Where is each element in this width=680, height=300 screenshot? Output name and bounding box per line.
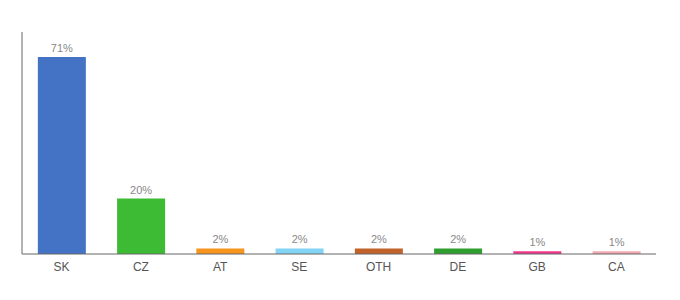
svg-text:2%: 2% (212, 233, 228, 245)
svg-text:2%: 2% (450, 233, 466, 245)
svg-text:DE: DE (450, 260, 467, 274)
svg-text:AT: AT (213, 260, 228, 274)
svg-text:71%: 71% (51, 42, 73, 54)
svg-text:GB: GB (528, 260, 545, 274)
svg-text:2%: 2% (371, 233, 387, 245)
svg-text:CA: CA (608, 260, 625, 274)
svg-text:2%: 2% (292, 233, 308, 245)
svg-text:SK: SK (54, 260, 70, 274)
svg-text:SE: SE (291, 260, 307, 274)
svg-text:CZ: CZ (133, 260, 149, 274)
svg-text:OTH: OTH (366, 260, 391, 274)
svg-text:1%: 1% (529, 236, 545, 248)
svg-text:20%: 20% (130, 184, 152, 196)
svg-text:1%: 1% (609, 236, 625, 248)
